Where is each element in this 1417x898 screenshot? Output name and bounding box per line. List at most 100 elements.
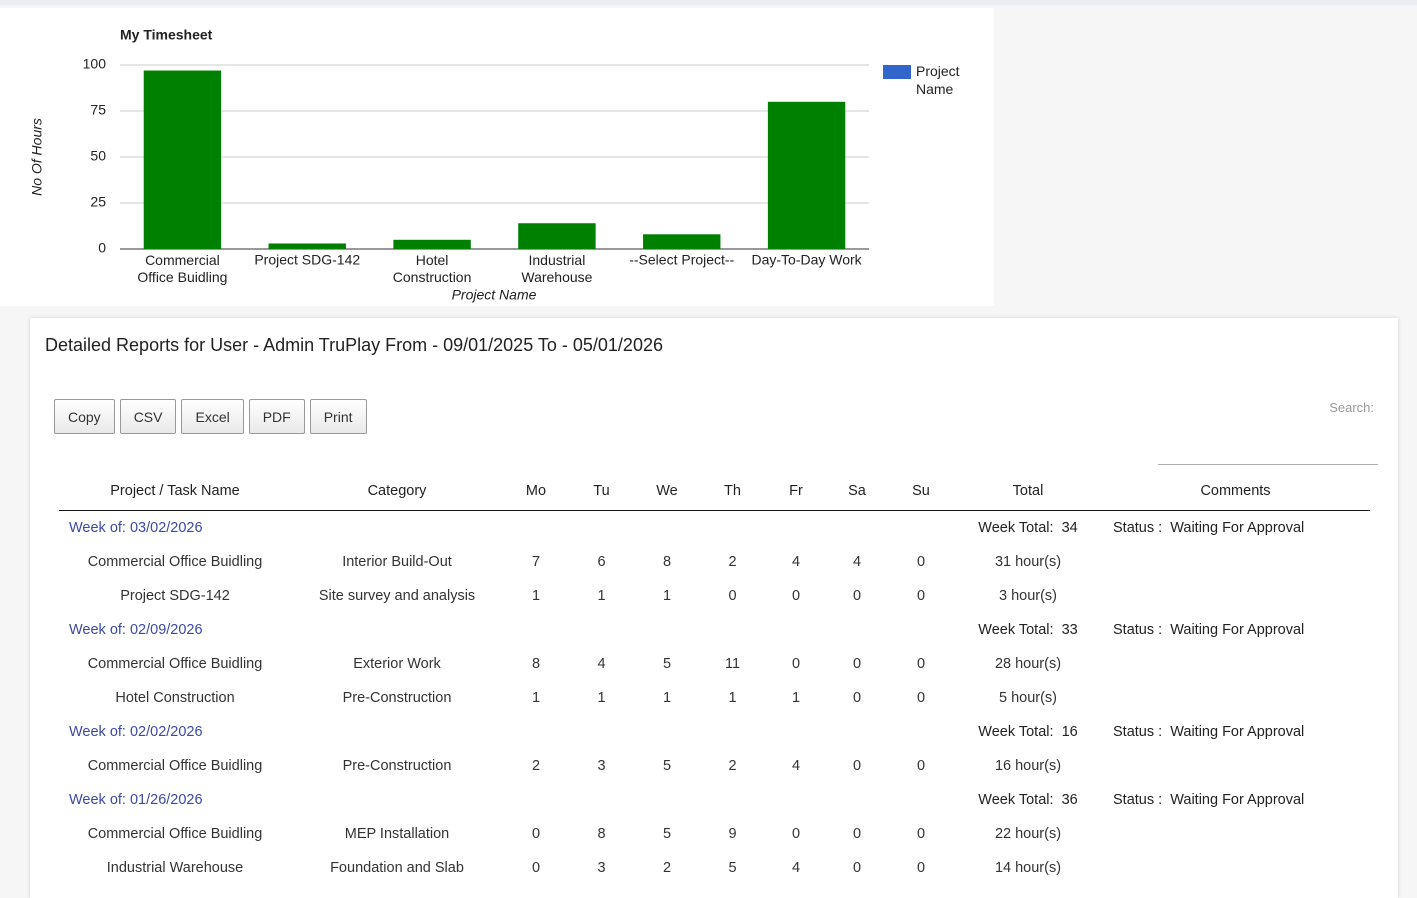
cell: 0: [791, 826, 801, 842]
column-header: We: [634, 472, 700, 511]
cell: Foundation and Slab: [330, 860, 464, 876]
column-header: Project / Task Name: [59, 472, 291, 511]
comment-cell: [1101, 647, 1370, 681]
table-body: Week of: 03/02/2026 Week Total: 34 Status …: [59, 511, 1370, 886]
cell: Project SDG-142: [120, 588, 230, 604]
header-row: Project / Task Name Category Mo Tu We Th Fr Sa S…: [59, 472, 1370, 511]
cell: Exterior Work: [353, 656, 441, 672]
column-header: Total: [955, 472, 1101, 511]
task-row: Commercial Office Buidling Exterior Work 8…: [59, 647, 1370, 681]
column-header: Fr: [765, 472, 827, 511]
export-button[interactable]: Print: [309, 399, 367, 434]
cell: 5: [662, 656, 672, 672]
export-button[interactable]: PDF: [248, 399, 305, 434]
status-label: Status :: [1113, 792, 1163, 808]
cell: 1: [597, 588, 606, 604]
cell: 1: [597, 690, 606, 706]
cell: 0: [852, 860, 862, 876]
column-header: Category: [291, 472, 503, 511]
cell: 2: [728, 554, 737, 570]
cell: 4: [852, 554, 862, 570]
top-bar: [0, 0, 1417, 5]
export-button[interactable]: Copy: [54, 399, 115, 434]
cell: 8: [662, 554, 672, 570]
bar: [767, 101, 846, 249]
legend-swatch: [883, 65, 911, 79]
week-row: Week of: 02/09/2026 Week Total: 33 Status …: [59, 613, 1370, 647]
cell: 5: [662, 758, 672, 774]
status-value: Waiting For Approval: [1170, 520, 1305, 536]
cell: 0: [791, 656, 801, 672]
chart: My Timesheet Project Name No Of Hours 0 2…: [29, 27, 960, 303]
cell: 4: [791, 554, 801, 570]
cell: 0: [916, 588, 926, 604]
legend-label: Project Name: [916, 63, 960, 97]
search-label: Search:: [1329, 400, 1374, 415]
cell: 7: [531, 554, 541, 570]
column-header: Sa: [827, 472, 887, 511]
cell: Pre-Construction: [342, 758, 452, 774]
week-total-value: 34: [1061, 520, 1078, 536]
cell: 14 hour(s): [994, 860, 1062, 876]
cell: Commercial Office Buidling: [87, 554, 263, 570]
x-tick-label: Day-To-Day Work: [751, 252, 862, 268]
cell: Industrial Warehouse: [106, 860, 244, 876]
cell: 1: [662, 690, 672, 706]
x-tick-label: Project SDG-142: [254, 252, 360, 268]
cell: 1: [728, 690, 737, 706]
week-total-value: 33: [1061, 622, 1078, 638]
cell: 4: [597, 656, 606, 672]
column-header: Tu: [569, 472, 634, 511]
cell: 3: [597, 860, 606, 876]
cell: Pre-Construction: [342, 690, 452, 706]
export-button[interactable]: Excel: [181, 399, 244, 434]
cell: 1: [662, 588, 672, 604]
cell: 0: [852, 690, 862, 706]
status-label: Status :: [1113, 520, 1163, 536]
cell: 1: [531, 690, 541, 706]
search-input[interactable]: [1158, 442, 1378, 465]
week-label: Week of: 02/02/2026: [69, 724, 203, 740]
week-status: Status : Waiting For Approval: [1101, 613, 1370, 647]
cell: 0: [531, 826, 541, 842]
week-label: Week of: 01/26/2026: [69, 792, 203, 808]
cell: 1: [531, 588, 541, 604]
cell: Interior Build-Out: [342, 554, 452, 570]
status-label: Status :: [1113, 622, 1163, 638]
week-total-label: Week Total:: [978, 622, 1054, 638]
status-value: Waiting For Approval: [1170, 724, 1305, 740]
week-label: Week of: 03/02/2026: [69, 520, 203, 536]
cell: Commercial Office Buidling: [87, 758, 263, 774]
y-tick-label: 0: [98, 240, 106, 256]
cell: 0: [791, 588, 801, 604]
report-table: Project / Task Name Category Mo Tu We Th Fr Sa S…: [59, 472, 1370, 885]
cell: 5: [728, 860, 737, 876]
export-button[interactable]: CSV: [119, 399, 177, 434]
cell: 8: [531, 656, 541, 672]
week-label: Week of: 02/09/2026: [69, 622, 203, 638]
cell: 8: [597, 826, 606, 842]
week-total: Week Total: 16: [955, 715, 1101, 749]
y-tick-label: 50: [90, 148, 106, 164]
cell: 0: [916, 656, 926, 672]
cell: 31 hour(s): [994, 554, 1062, 570]
y-tick-label: 75: [90, 102, 106, 118]
cell: 0: [916, 690, 926, 706]
week-total-label: Week Total:: [978, 792, 1054, 808]
column-header: Mo: [503, 472, 569, 511]
status-value: Waiting For Approval: [1170, 622, 1305, 638]
page: {"chart_data": {"type": "bar", "title": …: [0, 0, 1417, 876]
week-total: Week Total: 36: [955, 783, 1101, 817]
cell: 11: [724, 656, 741, 672]
cell: 4: [791, 758, 801, 774]
bar: [643, 234, 721, 249]
status-value: Waiting For Approval: [1170, 792, 1305, 808]
chart-title: My Timesheet: [120, 27, 213, 43]
cell: Commercial Office Buidling: [87, 656, 263, 672]
comment-cell: [1101, 545, 1370, 579]
cell: 0: [916, 860, 926, 876]
cell: 0: [916, 826, 926, 842]
cell: 3 hour(s): [998, 588, 1058, 604]
week-status: Status : Waiting For Approval: [1101, 783, 1370, 817]
cell: 2: [531, 758, 541, 774]
